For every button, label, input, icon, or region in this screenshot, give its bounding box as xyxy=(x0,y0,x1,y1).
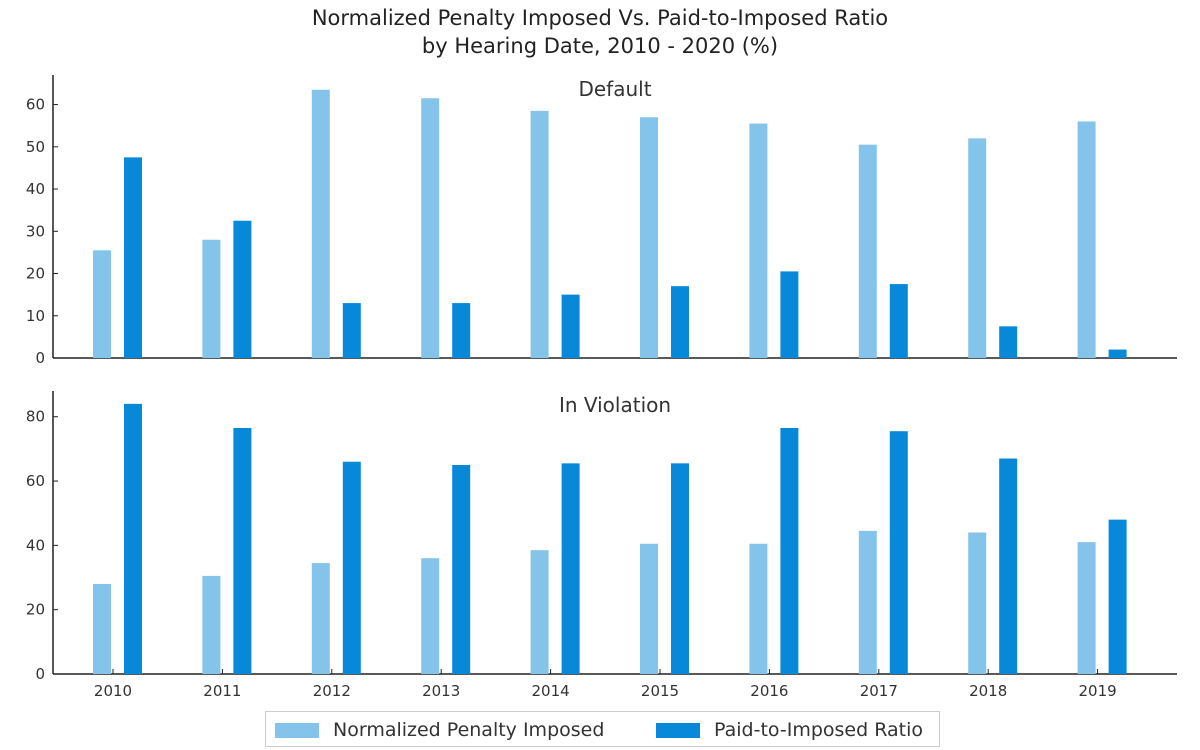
bar-normalized-penalty xyxy=(93,583,111,674)
bar-normalized-penalty xyxy=(749,123,768,359)
panel-title: Default xyxy=(578,77,651,101)
legend-swatch-normalized-penalty xyxy=(275,722,319,738)
bar-normalized-penalty xyxy=(858,144,877,358)
y-tick-label: 0 xyxy=(35,349,45,367)
y-tick-label: 50 xyxy=(26,138,45,156)
chart-title-line-1: Normalized Penalty Imposed Vs. Paid-to-I… xyxy=(311,6,889,30)
x-tick-label: 2017 xyxy=(860,682,898,700)
bar-paid-ratio xyxy=(452,303,471,358)
bar-paid-ratio xyxy=(452,464,471,674)
bar-paid-ratio xyxy=(342,461,361,674)
bar-paid-ratio xyxy=(124,403,142,674)
x-tick-label: 2013 xyxy=(422,682,460,700)
bar-normalized-penalty xyxy=(311,563,330,674)
y-tick-label: 20 xyxy=(26,265,45,283)
bar-normalized-penalty xyxy=(858,530,877,674)
x-tick-label: 2019 xyxy=(1079,682,1117,700)
bar-paid-ratio xyxy=(1108,349,1127,358)
x-tick-label: 2011 xyxy=(203,682,241,700)
chart-title-line-2: by Hearing Date, 2010 - 2020 (%) xyxy=(421,34,779,58)
bar-paid-ratio xyxy=(561,294,580,358)
bar-normalized-penalty xyxy=(93,250,111,358)
x-tick-label: 2014 xyxy=(532,682,570,700)
x-tick-label: 2010 xyxy=(94,682,132,700)
bar-paid-ratio xyxy=(889,431,908,674)
bar-paid-ratio xyxy=(999,326,1018,358)
bar-normalized-penalty xyxy=(311,89,330,359)
bar-normalized-penalty xyxy=(421,558,440,674)
legend-item-normalized-penalty: Normalized Penalty Imposed xyxy=(275,712,604,748)
bar-normalized-penalty xyxy=(749,543,768,674)
y-tick-label: 40 xyxy=(26,180,45,198)
y-tick-label: 10 xyxy=(26,307,45,325)
bar-normalized-penalty xyxy=(640,117,658,359)
y-tick-label: 80 xyxy=(26,408,45,426)
bar-paid-ratio xyxy=(561,463,580,674)
bar-normalized-penalty xyxy=(202,575,221,674)
bar-normalized-penalty xyxy=(1077,121,1096,359)
bar-paid-ratio xyxy=(671,286,689,358)
bar-paid-ratio xyxy=(233,220,252,358)
x-tick-label: 2018 xyxy=(969,682,1007,700)
bar-normalized-penalty xyxy=(421,98,440,358)
bar-paid-ratio xyxy=(780,427,799,674)
bar-normalized-penalty xyxy=(530,110,549,358)
bar-paid-ratio xyxy=(342,303,361,358)
y-tick-label: 30 xyxy=(26,222,45,240)
bar-normalized-penalty xyxy=(968,138,987,358)
legend-label-paid-ratio: Paid-to-Imposed Ratio xyxy=(714,719,923,741)
legend: Normalized Penalty Imposed Paid-to-Impos… xyxy=(265,711,940,747)
panel-title: In Violation xyxy=(559,393,671,417)
legend-label-normalized-penalty: Normalized Penalty Imposed xyxy=(333,719,605,741)
bar-paid-ratio xyxy=(889,284,908,358)
bar-normalized-penalty xyxy=(1077,542,1096,674)
y-tick-label: 40 xyxy=(26,536,45,554)
y-tick-label: 0 xyxy=(35,665,45,683)
legend-swatch-paid-ratio xyxy=(656,722,700,738)
bar-paid-ratio xyxy=(780,271,799,358)
bar-paid-ratio xyxy=(999,458,1018,674)
legend-item-paid-ratio: Paid-to-Imposed Ratio xyxy=(656,712,923,748)
bar-paid-ratio xyxy=(671,463,689,674)
bar-paid-ratio xyxy=(1108,519,1127,674)
x-tick-label: 2012 xyxy=(313,682,351,700)
bar-paid-ratio xyxy=(124,157,142,358)
y-tick-label: 20 xyxy=(26,601,45,619)
x-tick-label: 2015 xyxy=(641,682,679,700)
y-tick-label: 60 xyxy=(26,472,45,490)
bar-paid-ratio xyxy=(233,427,252,674)
bar-normalized-penalty xyxy=(530,550,549,674)
x-tick-label: 2016 xyxy=(750,682,788,700)
y-tick-label: 60 xyxy=(26,96,45,114)
bar-normalized-penalty xyxy=(968,532,987,674)
bar-normalized-penalty xyxy=(202,239,221,358)
bar-normalized-penalty xyxy=(640,543,658,674)
